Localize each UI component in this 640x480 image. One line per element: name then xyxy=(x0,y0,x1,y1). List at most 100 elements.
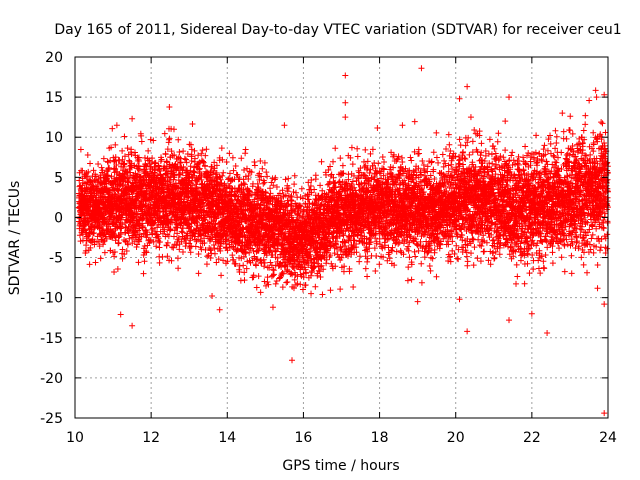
data-point xyxy=(241,181,248,188)
data-point xyxy=(95,161,102,168)
data-point xyxy=(187,141,194,148)
data-point xyxy=(282,176,289,183)
data-point xyxy=(337,155,344,162)
data-point xyxy=(199,147,206,154)
data-point xyxy=(182,156,189,163)
data-point xyxy=(218,145,225,152)
data-point xyxy=(253,284,260,291)
data-point xyxy=(272,280,279,287)
data-point xyxy=(77,146,84,153)
data-point xyxy=(100,155,107,162)
data-point xyxy=(211,250,218,257)
data-point xyxy=(279,284,286,291)
data-point xyxy=(220,257,227,264)
data-point xyxy=(90,167,97,174)
data-point xyxy=(111,253,118,260)
data-point xyxy=(195,270,202,277)
data-point xyxy=(124,145,131,152)
data-point xyxy=(330,158,337,165)
data-point xyxy=(179,248,186,255)
data-point xyxy=(350,283,357,290)
data-point xyxy=(270,272,277,279)
data-point xyxy=(92,259,99,266)
data-point xyxy=(145,147,152,154)
data-point xyxy=(159,253,166,260)
data-point xyxy=(297,281,304,288)
data-point xyxy=(229,154,236,161)
data-point xyxy=(327,287,334,294)
data-point xyxy=(317,263,324,270)
data-point xyxy=(255,273,262,280)
data-point xyxy=(195,251,202,258)
data-point xyxy=(180,148,187,155)
data-point xyxy=(87,244,94,251)
data-point xyxy=(83,242,90,249)
data-point xyxy=(86,261,93,268)
data-point xyxy=(317,182,324,189)
data-point xyxy=(82,247,89,254)
data-point xyxy=(203,261,210,268)
data-point xyxy=(141,258,148,265)
data-point xyxy=(264,274,271,281)
data-point xyxy=(166,103,173,110)
data-point xyxy=(291,276,298,283)
data-point xyxy=(174,255,181,262)
data-point xyxy=(176,246,183,253)
data-point xyxy=(241,166,248,173)
data-point xyxy=(176,148,183,155)
data-point xyxy=(339,162,346,169)
data-point xyxy=(101,249,108,256)
data-point xyxy=(87,160,94,167)
data-point xyxy=(362,146,369,153)
data-point xyxy=(364,258,371,265)
data-point xyxy=(283,279,290,286)
data-point xyxy=(119,147,126,154)
data-point xyxy=(348,144,355,151)
data-point xyxy=(91,177,98,184)
data-point xyxy=(84,173,91,180)
data-point xyxy=(147,136,154,143)
data-point xyxy=(89,182,96,189)
data-point xyxy=(291,172,298,179)
data-point xyxy=(284,278,291,285)
data-point xyxy=(218,272,225,279)
data-point xyxy=(84,151,91,158)
data-point xyxy=(312,283,319,290)
data-point xyxy=(104,158,111,165)
data-point xyxy=(187,163,194,170)
data-point xyxy=(91,225,98,232)
data-point xyxy=(138,138,145,145)
data-point xyxy=(305,196,312,203)
data-point xyxy=(189,121,196,128)
data-point xyxy=(337,286,344,293)
data-point xyxy=(170,233,177,240)
data-point xyxy=(315,267,322,274)
data-point xyxy=(226,170,233,177)
data-point xyxy=(192,243,199,250)
data-point xyxy=(354,145,361,152)
chart-title: Day 165 of 2011, Sidereal Day-to-day VTE… xyxy=(54,22,621,38)
data-point xyxy=(349,161,356,168)
data-point xyxy=(187,249,194,256)
data-point xyxy=(298,185,305,192)
data-point xyxy=(364,273,371,280)
data-point xyxy=(362,265,369,272)
data-point xyxy=(291,181,298,188)
data-point xyxy=(87,178,94,185)
data-point xyxy=(195,152,202,159)
data-point xyxy=(175,265,182,272)
data-point xyxy=(97,255,104,262)
data-point xyxy=(285,175,292,182)
data-point xyxy=(161,130,168,137)
data-point xyxy=(312,176,319,183)
data-point xyxy=(238,155,245,162)
data-point xyxy=(163,242,170,249)
data-point xyxy=(156,244,163,251)
data-point xyxy=(226,150,233,157)
data-point xyxy=(207,246,214,253)
data-point xyxy=(264,173,271,180)
data-point xyxy=(267,259,274,266)
data-point xyxy=(356,253,363,260)
data-point xyxy=(79,167,86,174)
data-point xyxy=(135,259,142,266)
